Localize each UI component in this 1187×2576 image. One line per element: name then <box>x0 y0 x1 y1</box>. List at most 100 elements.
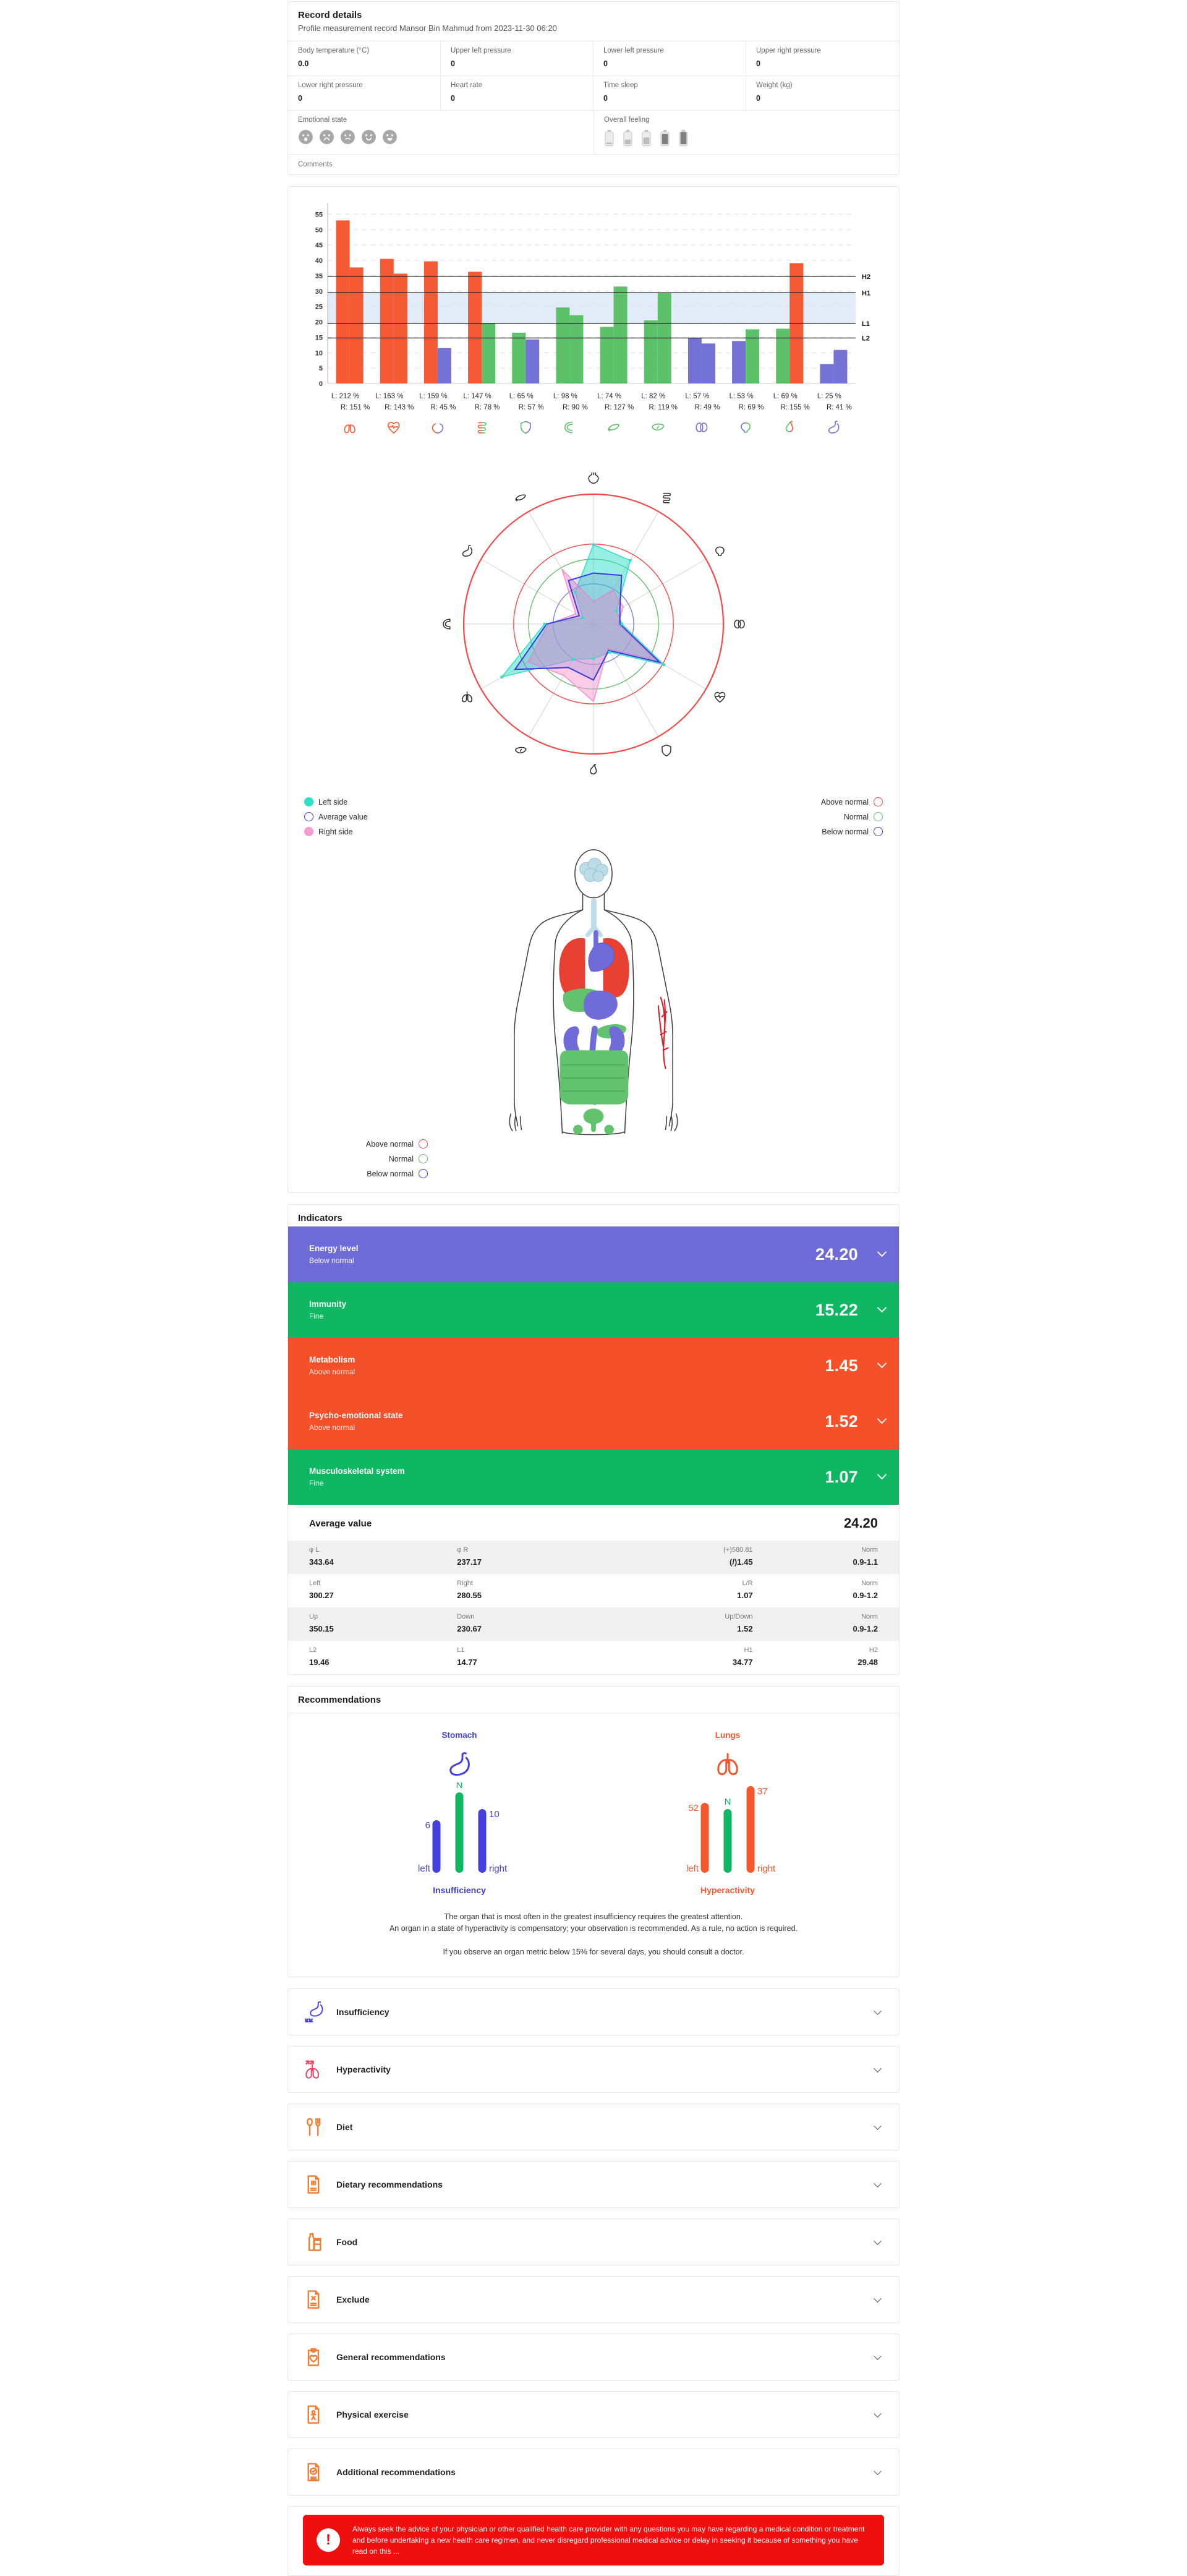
svg-text:L: 147 %: L: 147 % <box>463 393 491 400</box>
legend-item: Below normal <box>821 827 883 836</box>
chevron-down-icon[interactable] <box>874 2237 882 2245</box>
field-value: 0 <box>756 59 760 68</box>
chevron-down-icon[interactable] <box>874 2122 882 2130</box>
sad-face-icon[interactable] <box>319 129 334 145</box>
chevron-down-icon[interactable] <box>874 2065 882 2073</box>
duodenum-icon <box>564 421 573 434</box>
svg-text:10: 10 <box>315 349 323 357</box>
chevron-down-icon[interactable] <box>874 2467 882 2475</box>
field-label: Upper left pressure <box>451 47 511 54</box>
chevron-down-icon[interactable] <box>874 2007 882 2015</box>
accordion-insufficiency[interactable]: Insufficiency <box>287 1988 900 2036</box>
battery-icon[interactable] <box>604 129 615 147</box>
battery-icon[interactable] <box>660 129 670 147</box>
radar-legend-right: Above normal Normal Below normal <box>821 797 883 836</box>
battery-icon[interactable] <box>641 129 652 147</box>
overall-feeling-cell: Overall feeling <box>594 110 899 154</box>
chevron-down-icon[interactable] <box>874 2180 882 2188</box>
average-value-row: Average value 24.20 <box>288 1505 899 1541</box>
indicator-row[interactable]: Psycho-emotional state Above normal 1.52 <box>288 1393 899 1449</box>
gallbladder-icon <box>589 764 597 775</box>
svg-text:R: 127 %: R: 127 % <box>605 404 634 411</box>
comments-row[interactable]: Comments <box>288 154 899 174</box>
chevron-down-icon[interactable] <box>874 2352 882 2360</box>
bar-left-heart-aorta <box>423 261 438 383</box>
svg-text:H1: H1 <box>862 289 870 297</box>
heart-aorta-icon <box>432 421 444 434</box>
stomach-down-icon <box>305 2001 323 2022</box>
accordion-food[interactable]: Food <box>287 2219 900 2266</box>
indicator-name: Metabolism <box>309 1355 355 1364</box>
indicator-row[interactable]: Immunity Fine 15.22 <box>288 1282 899 1338</box>
trachea-organ <box>591 899 597 931</box>
organ-recommendation-lungs: Lungs 52 N 37 left right Hyperactivity <box>657 1731 799 1895</box>
svg-text:R: 41 %: R: 41 % <box>827 404 852 411</box>
pancreas-icon <box>515 494 526 502</box>
svg-text:25: 25 <box>315 304 323 311</box>
accordion-diet[interactable]: Diet <box>287 2103 900 2151</box>
svg-text:20: 20 <box>315 319 323 327</box>
field-label: Time sleep <box>603 82 638 89</box>
charts-card: 0 5 10 15 20 25 30 35 40 45 50 55 H2 H1 L1 L2 L: 212 % R:… <box>287 186 900 1193</box>
chevron-down-icon[interactable] <box>877 1470 887 1480</box>
svg-text:right: right <box>489 1864 508 1874</box>
svg-text:R: 45 %: R: 45 % <box>430 404 456 411</box>
legend-item: Average value <box>304 812 368 821</box>
left-lung-organ <box>559 938 585 998</box>
battery-icon[interactable] <box>623 129 633 147</box>
stats-cell: Down 230.67 <box>457 1613 482 1633</box>
svg-text:L: 163 %: L: 163 % <box>375 393 403 400</box>
accordion-label: Physical exercise <box>336 2410 409 2420</box>
bar-right-kidneys <box>701 343 715 383</box>
heart-aorta-icon <box>588 472 599 484</box>
stats-cell: L1 14.77 <box>457 1646 477 1667</box>
chevron-down-icon[interactable] <box>874 2295 882 2303</box>
chevron-down-icon[interactable] <box>877 1247 887 1257</box>
legend-label: Normal <box>388 1154 414 1163</box>
accordion-general-recommendations[interactable]: General recommendations <box>287 2334 900 2381</box>
indicator-row[interactable]: Musculoskeletal system Fine 1.07 <box>288 1449 899 1505</box>
indicator-row[interactable]: Energy level Below normal 24.20 <box>288 1226 899 1282</box>
chevron-down-icon[interactable] <box>877 1414 887 1424</box>
accordion-physical-exercise[interactable]: Physical exercise <box>287 2391 900 2439</box>
shield-icon <box>662 744 671 756</box>
field-label: Body temperature (°C) <box>298 47 370 54</box>
svg-text:right: right <box>757 1864 776 1874</box>
very-sad-face-icon[interactable] <box>298 129 313 145</box>
body-map-svg <box>509 849 678 1136</box>
accordion-hyperactivity[interactable]: Hyperactivity <box>287 2046 900 2094</box>
organ-icon <box>713 1750 742 1782</box>
legend-item: Above normal <box>304 1139 428 1149</box>
indicator-value: 1.07 <box>825 1467 858 1486</box>
battery-row <box>604 129 889 147</box>
bar-left-gallbladder <box>776 328 790 383</box>
happy-face-icon[interactable] <box>361 129 377 145</box>
chevron-down-icon[interactable] <box>877 1358 887 1369</box>
accordion-exclude[interactable]: Exclude <box>287 2276 900 2324</box>
body-map <box>288 849 899 1137</box>
doc-cutlery-icon <box>307 2175 320 2194</box>
organ-caption: Insufficiency <box>433 1885 486 1895</box>
bladder-icon <box>715 546 725 556</box>
accordion-label: Additional recommendations <box>336 2467 456 2478</box>
battery-icon[interactable] <box>678 129 689 147</box>
indicator-name: Energy level <box>309 1244 359 1253</box>
neutral-face-icon[interactable] <box>340 129 355 145</box>
svg-text:L: 98 %: L: 98 % <box>553 393 577 400</box>
chevron-down-icon[interactable] <box>877 1303 887 1313</box>
indicator-value: 15.22 <box>815 1300 858 1319</box>
record-field: Lower left pressure 0 <box>594 41 746 75</box>
accordion-additional-recommendations[interactable]: Additional recommendations <box>287 2449 900 2496</box>
indicator-row[interactable]: Metabolism Above normal 1.45 <box>288 1338 899 1393</box>
emoji-row <box>298 129 584 145</box>
bar-left-pancreas <box>600 327 614 383</box>
brain-organ <box>579 858 608 882</box>
accordion-dietary-recommendations[interactable]: Dietary recommendations <box>287 2161 900 2209</box>
svg-text:45: 45 <box>315 242 323 249</box>
emotional-state-cell: Emotional state <box>288 110 594 154</box>
chevron-down-icon[interactable] <box>874 2410 882 2418</box>
very-happy-face-icon[interactable] <box>382 129 398 145</box>
record-field: Weight (kg) 0 <box>746 75 899 110</box>
overall-feeling-label: Overall feeling <box>604 116 650 124</box>
svg-text:5: 5 <box>319 365 323 372</box>
